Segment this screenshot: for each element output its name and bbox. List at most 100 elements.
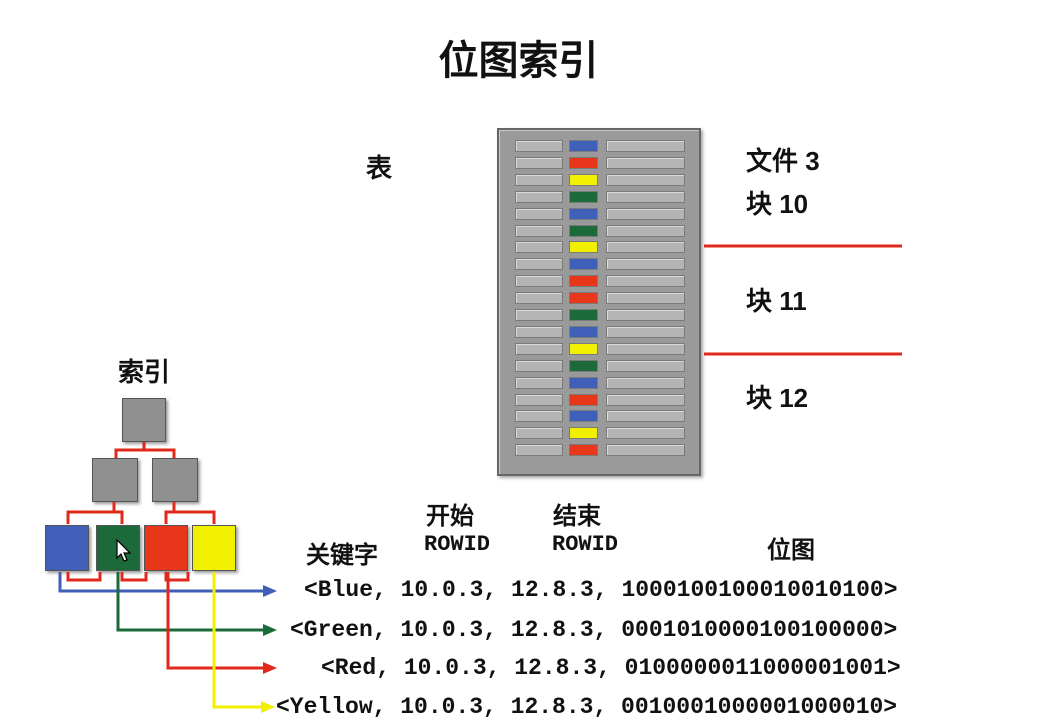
pointer-arrows	[58, 572, 277, 713]
row-cell	[606, 292, 685, 305]
row-cell	[515, 292, 563, 305]
table-row	[515, 292, 685, 305]
row-cell	[515, 173, 563, 186]
row-key-color-red	[569, 393, 598, 406]
row-key-color-blue	[569, 410, 598, 423]
row-cell	[515, 224, 563, 237]
table-row	[515, 207, 685, 221]
table-graphic	[497, 128, 701, 476]
row-key-color-red	[569, 156, 598, 169]
table-row	[515, 376, 685, 390]
row-key-color-green	[569, 309, 598, 321]
row-cell	[606, 156, 685, 169]
table-row	[515, 258, 685, 271]
row-cell	[606, 309, 685, 321]
entry-green: <Green, 10.0.3, 12.8.3, 0001010000100100…	[290, 617, 898, 643]
row-cell	[606, 275, 685, 288]
index-branch-node-right	[152, 458, 198, 502]
row-cell	[606, 444, 685, 457]
row-cell	[515, 427, 563, 440]
row-cell	[515, 275, 563, 288]
key-header: 关键字	[306, 542, 378, 569]
entry-yellow: <Yellow, 10.0.3, 12.8.3, 001000100000100…	[276, 694, 898, 720]
row-key-color-yellow	[569, 342, 598, 355]
mouse-pointer-icon	[116, 538, 132, 562]
table-row	[515, 410, 685, 423]
row-cell	[515, 376, 563, 389]
row-cell	[606, 359, 685, 372]
row-key-color-blue	[569, 258, 598, 271]
row-cell	[515, 156, 563, 169]
row-cell	[515, 393, 563, 406]
row-cell	[606, 342, 685, 355]
table-row	[515, 359, 685, 373]
table-row	[515, 241, 685, 254]
row-cell	[606, 393, 685, 406]
table-row	[515, 309, 685, 322]
row-key-color-yellow	[569, 241, 598, 254]
row-cell	[606, 140, 685, 152]
table-row	[515, 444, 685, 457]
block-10-label: 块 10	[746, 189, 809, 219]
row-cell	[606, 258, 685, 271]
row-cell	[606, 325, 685, 338]
end-rowid-header-bottom: ROWID	[552, 532, 619, 557]
row-cell	[515, 410, 563, 423]
end-rowid-header-top: 结束	[553, 503, 601, 530]
bitmap-header: 位图	[767, 537, 815, 564]
table-row	[515, 190, 685, 204]
index-branch-node-left	[92, 458, 138, 502]
row-cell	[606, 376, 685, 389]
page-title: 位图索引	[438, 39, 599, 83]
row-cell	[606, 190, 685, 203]
row-key-color-blue	[569, 376, 598, 389]
row-cell	[515, 359, 563, 372]
block-12-label: 块 12	[746, 383, 809, 413]
table-row	[515, 342, 685, 356]
index-leaf-node-yellow	[192, 525, 236, 571]
block-11-label: 块 11	[746, 286, 807, 316]
row-cell	[606, 427, 685, 440]
table-label: 表	[366, 153, 393, 183]
row-cell	[515, 309, 563, 321]
table-row	[515, 275, 685, 288]
row-key-color-red	[569, 292, 598, 305]
row-key-color-yellow	[569, 173, 598, 186]
table-row	[515, 224, 685, 238]
row-key-color-green	[569, 224, 598, 237]
index-label: 索引	[118, 357, 171, 387]
row-key-color-green	[569, 359, 598, 372]
table-row	[515, 427, 685, 440]
row-cell	[515, 241, 563, 254]
row-key-color-red	[569, 444, 598, 457]
row-key-color-blue	[569, 207, 598, 220]
row-cell	[606, 241, 685, 254]
row-cell	[515, 325, 563, 338]
row-cell	[606, 173, 685, 186]
row-cell	[515, 207, 563, 220]
index-leaf-node-blue	[45, 525, 89, 571]
row-cell	[606, 410, 685, 423]
table-row	[515, 140, 685, 153]
start-rowid-header-bottom: ROWID	[424, 532, 491, 557]
table-row	[515, 156, 685, 170]
row-cell	[515, 342, 563, 355]
index-leaf-node-red	[144, 525, 188, 571]
row-cell	[515, 444, 563, 457]
tree-connectors	[66, 442, 216, 582]
entry-blue: <Blue, 10.0.3, 12.8.3, 10001001000100101…	[304, 577, 898, 603]
entry-red: <Red, 10.0.3, 12.8.3, 010000001100000100…	[321, 655, 901, 681]
row-key-color-red	[569, 275, 598, 288]
start-rowid-header-top: 开始	[426, 503, 474, 530]
row-key-color-yellow	[569, 427, 598, 440]
table-row	[515, 393, 685, 407]
index-root-node	[122, 398, 166, 442]
row-key-color-green	[569, 190, 598, 203]
row-cell	[515, 140, 563, 152]
table-row	[515, 173, 685, 187]
row-cell	[515, 258, 563, 271]
table-row	[515, 325, 685, 339]
row-key-color-blue	[569, 140, 598, 152]
row-cell	[515, 190, 563, 203]
